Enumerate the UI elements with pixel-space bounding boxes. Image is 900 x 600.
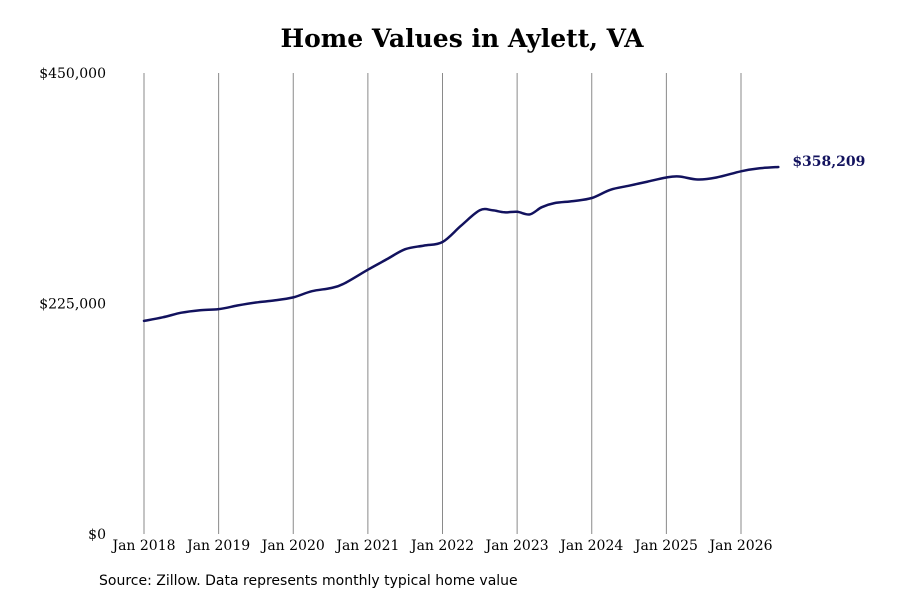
y-tick-label: $450,000 <box>39 66 106 82</box>
source-note: Source: Zillow. Data represents monthly … <box>99 573 518 589</box>
x-tick-label: Jan 2024 <box>558 538 623 554</box>
y-tick-label: $225,000 <box>39 297 106 313</box>
chart-title: Home Values in Aylett, VA <box>280 24 644 53</box>
x-tick-label: Jan 2023 <box>484 538 549 554</box>
x-tick-label: Jan 2021 <box>334 538 399 554</box>
series-line <box>142 165 780 323</box>
x-tick-label: Jan 2019 <box>185 538 250 554</box>
x-tick-label: Jan 2022 <box>409 538 474 554</box>
x-tick-label: Jan 2018 <box>110 538 175 554</box>
x-tick-label: Jan 2026 <box>707 538 772 554</box>
x-tick-label: Jan 2020 <box>260 538 325 554</box>
x-tick-label: Jan 2025 <box>633 538 698 554</box>
end-value-label: $358,209 <box>792 154 865 170</box>
y-tick-label: $0 <box>88 527 106 543</box>
